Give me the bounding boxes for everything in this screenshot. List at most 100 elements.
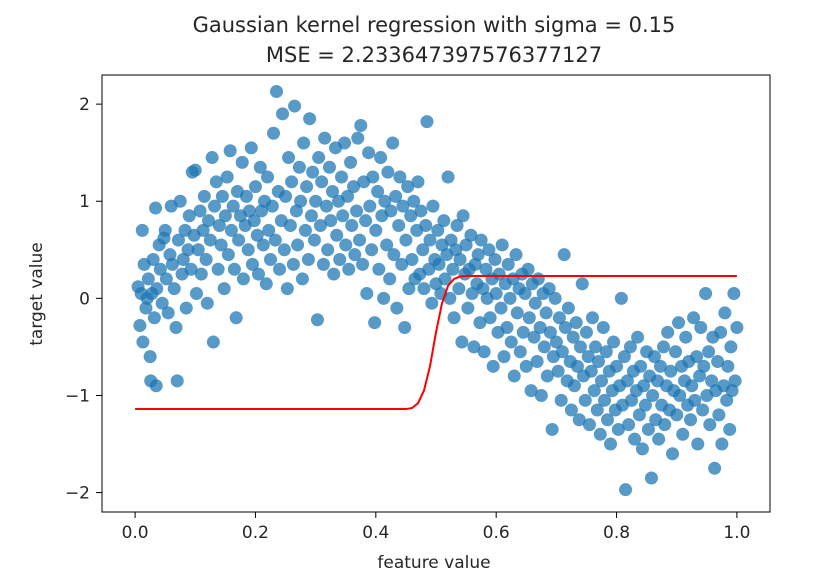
scatter-point — [147, 311, 161, 325]
scatter-point — [721, 359, 735, 373]
scatter-point — [345, 219, 359, 233]
scatter-point — [727, 287, 741, 300]
scatter-point — [196, 223, 210, 237]
scatter-point — [516, 325, 530, 339]
scatter-point — [548, 291, 562, 305]
scatter-point — [342, 262, 356, 276]
scatter-point — [184, 262, 198, 276]
scatter-point — [393, 170, 407, 184]
scatter-point — [596, 320, 610, 334]
scatter-point — [236, 272, 250, 286]
scatter-point — [572, 413, 586, 427]
scatter-point — [380, 238, 394, 252]
scatter-point — [322, 160, 336, 174]
scatter-point — [300, 180, 314, 194]
scatter-point — [325, 185, 339, 199]
scatter-point — [378, 194, 392, 208]
scatter-point — [482, 243, 496, 257]
scatter-point — [488, 253, 502, 267]
x-axis: 0.0 0.2 0.4 0.6 0.8 1.0 — [122, 512, 750, 543]
scatter-point — [453, 253, 467, 267]
scatter-point — [513, 345, 527, 359]
scatter-point — [593, 427, 607, 441]
scatter-point — [384, 204, 398, 218]
scatter-point — [452, 282, 466, 296]
scatter-point — [214, 238, 228, 252]
scatter-point — [277, 243, 291, 257]
scatter-point — [697, 359, 711, 373]
scatter-point — [676, 427, 690, 441]
scatter-point — [690, 350, 704, 364]
scatter-point — [661, 325, 675, 339]
scatter-point — [341, 189, 355, 203]
scatter-point — [220, 170, 234, 184]
scatter-point — [504, 335, 518, 349]
scatter-point — [581, 350, 595, 364]
scatter-point — [387, 248, 401, 262]
scatter-point — [712, 408, 726, 422]
scatter-point — [527, 330, 541, 344]
scatter-point — [711, 354, 725, 368]
scatter-point — [588, 340, 602, 354]
scatter-point — [404, 209, 418, 223]
scatter-point — [617, 350, 631, 364]
scatter-point — [253, 160, 267, 174]
scatter-point — [265, 199, 279, 213]
scatter-point — [289, 204, 303, 218]
scatter-point — [285, 175, 299, 189]
scatter-point — [531, 272, 545, 286]
scatter-point — [292, 160, 306, 174]
scatter-point — [181, 243, 195, 257]
scatter-point — [426, 199, 440, 213]
scatter-point — [209, 175, 223, 189]
scatter-point — [728, 374, 742, 388]
scatter-point — [405, 253, 419, 267]
y-tick-label: 2 — [79, 95, 90, 115]
scatter-point — [377, 291, 391, 305]
scatter-point — [244, 141, 258, 155]
scatter-point — [191, 243, 205, 257]
scatter-point — [136, 335, 150, 349]
scatter-point — [699, 287, 713, 300]
scatter-point — [587, 384, 601, 398]
scatter-point — [539, 306, 553, 320]
scatter-point — [723, 422, 737, 436]
plot-frame — [101, 74, 771, 513]
scatter-point — [407, 194, 421, 208]
scatter-point — [670, 408, 684, 422]
scatter-point — [381, 165, 395, 179]
scatter-point — [333, 253, 347, 267]
scatter-point — [189, 287, 203, 300]
scatter-point — [354, 119, 368, 132]
scatter-point — [146, 253, 160, 267]
scatter-point — [443, 291, 457, 305]
scatter-point — [313, 219, 327, 233]
scatter-point — [304, 209, 318, 223]
scatter-point — [417, 282, 431, 296]
scatter-point — [446, 262, 460, 276]
y-tick-label: −1 — [65, 386, 90, 406]
scatter-point — [350, 204, 364, 218]
scatter-point — [395, 257, 409, 271]
scatter-point — [141, 272, 155, 286]
scatter-point — [585, 311, 599, 325]
scatter-point — [549, 335, 563, 349]
scatter-point — [441, 170, 455, 184]
scatter-point — [396, 199, 410, 213]
scatter-point — [658, 418, 672, 432]
scatter-point — [330, 228, 344, 242]
scatter-point — [203, 233, 217, 247]
scatter-point — [653, 359, 667, 373]
scatter-point — [634, 359, 648, 373]
scatter-point — [365, 243, 379, 257]
scatter-point — [211, 262, 225, 276]
scatter-point — [133, 319, 147, 333]
scatter-point — [135, 223, 149, 237]
scatter-point — [368, 316, 382, 330]
chart-subtitle: MSE = 2.2336473975763771​27 — [266, 43, 602, 67]
scatter-point — [389, 189, 403, 203]
scatter-point — [351, 131, 365, 145]
x-tick-label: 0.0 — [122, 523, 149, 543]
scatter-point — [492, 267, 506, 281]
scatter-point — [247, 214, 261, 228]
